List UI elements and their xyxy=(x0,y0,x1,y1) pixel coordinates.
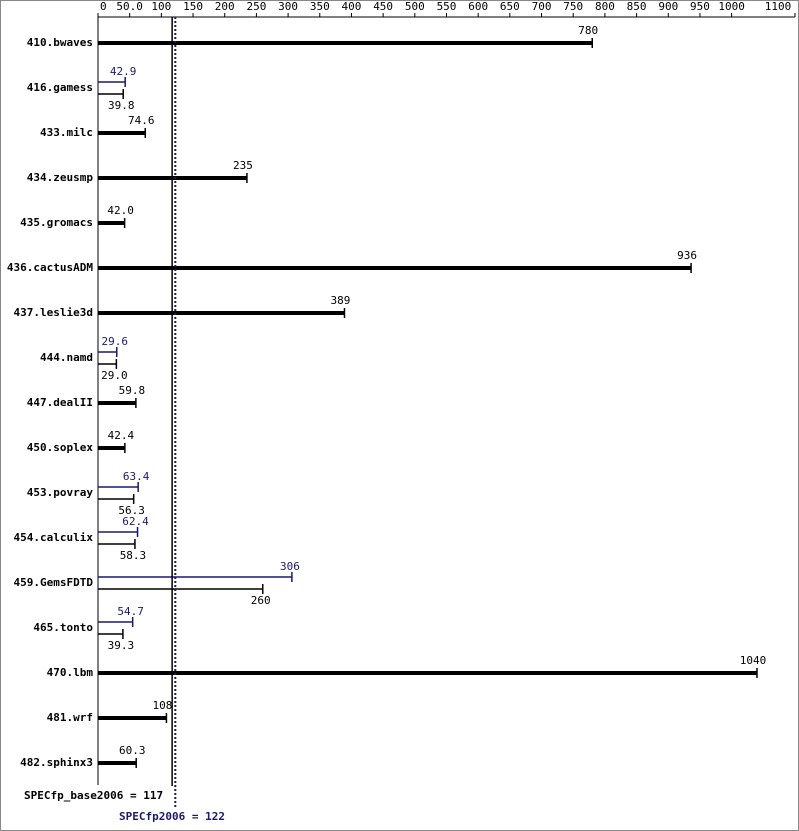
value-label: 58.3 xyxy=(120,549,147,562)
x-tick-label: 300 xyxy=(278,0,298,13)
x-tick-label: 1100 xyxy=(765,0,792,13)
x-tick-label: 650 xyxy=(500,0,520,13)
x-tick-label: 700 xyxy=(532,0,552,13)
value-label: 389 xyxy=(331,294,351,307)
category-label: 481.wrf xyxy=(47,711,93,724)
category-label: 437.leslie3d xyxy=(14,306,93,319)
x-tick-label: 550 xyxy=(437,0,457,13)
x-tick-label: 900 xyxy=(658,0,678,13)
category-label: 434.zeusmp xyxy=(27,171,94,184)
value-label: 59.8 xyxy=(119,384,146,397)
value-label: 54.7 xyxy=(117,605,144,618)
category-label: 435.gromacs xyxy=(20,216,93,229)
category-label: 459.GemsFDTD xyxy=(14,576,94,589)
reference-label: SPECfp2006 = 122 xyxy=(119,810,225,823)
category-label: 447.dealII xyxy=(27,396,93,409)
x-tick-label: 1000 xyxy=(718,0,745,13)
x-tick-label: 450 xyxy=(373,0,393,13)
value-label: 42.4 xyxy=(108,429,135,442)
value-label: 74.6 xyxy=(128,114,155,127)
value-label: 235 xyxy=(233,159,253,172)
x-tick-label: 250 xyxy=(246,0,266,13)
value-label: 39.3 xyxy=(108,639,135,652)
x-tick-label: 150 xyxy=(183,0,203,13)
category-label: 444.namd xyxy=(40,351,93,364)
value-label: 1040 xyxy=(740,654,767,667)
category-label: 482.sphinx3 xyxy=(20,756,93,769)
x-tick-label: 200 xyxy=(215,0,235,13)
value-label: 42.9 xyxy=(110,65,137,78)
value-label: 62.4 xyxy=(122,515,149,528)
reference-label: SPECfp_base2006 = 117 xyxy=(24,789,163,802)
x-tick-label: 500 xyxy=(405,0,425,13)
category-label: 470.lbm xyxy=(47,666,94,679)
x-tick-label: 950 xyxy=(690,0,710,13)
category-label: 453.povray xyxy=(27,486,94,499)
value-label: 306 xyxy=(280,560,300,573)
x-tick-label: 100 xyxy=(151,0,171,13)
value-label: 56.3 xyxy=(118,504,145,517)
x-tick-label: 600 xyxy=(468,0,488,13)
value-label: 108 xyxy=(152,699,172,712)
value-label: 42.0 xyxy=(107,204,134,217)
x-tick-label: 800 xyxy=(595,0,615,13)
value-label: 780 xyxy=(578,24,598,37)
value-label: 39.8 xyxy=(108,99,135,112)
value-label: 29.6 xyxy=(102,335,129,348)
x-tick-label: 400 xyxy=(342,0,362,13)
value-label: 260 xyxy=(251,594,271,607)
category-label: 410.bwaves xyxy=(27,36,93,49)
x-tick-label: 350 xyxy=(310,0,330,13)
value-label: 63.4 xyxy=(123,470,150,483)
category-label: 433.milc xyxy=(40,126,93,139)
value-label: 29.0 xyxy=(101,369,128,382)
category-label: 416.gamess xyxy=(27,81,93,94)
category-label: 454.calculix xyxy=(14,531,94,544)
value-label: 936 xyxy=(677,249,697,262)
x-tick-label: 850 xyxy=(627,0,647,13)
value-label: 60.3 xyxy=(119,744,146,757)
category-label: 450.soplex xyxy=(27,441,94,454)
x-tick-label: 0 xyxy=(100,0,107,13)
x-tick-label: 50.0 xyxy=(116,0,143,13)
category-label: 465.tonto xyxy=(33,621,93,634)
x-tick-label: 750 xyxy=(563,0,583,13)
category-label: 436.cactusADM xyxy=(7,261,93,274)
